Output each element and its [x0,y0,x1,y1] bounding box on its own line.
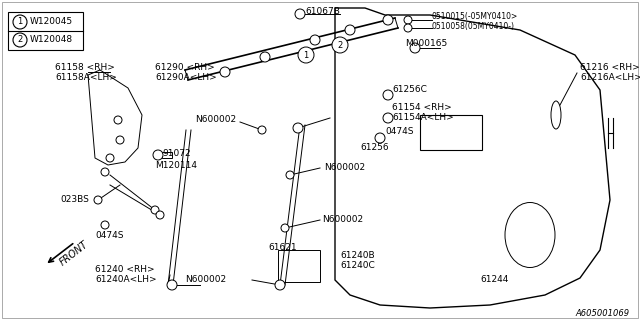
Circle shape [153,150,163,160]
Text: 2: 2 [17,36,22,44]
Circle shape [286,171,294,179]
Text: 61158A<LH>: 61158A<LH> [55,73,117,82]
Circle shape [298,47,314,63]
Circle shape [101,221,109,229]
Text: 91072: 91072 [162,149,191,158]
Text: M000165: M000165 [405,39,447,49]
Circle shape [101,168,109,176]
Text: 023BS: 023BS [60,196,89,204]
Text: 61158 <RH>: 61158 <RH> [55,63,115,73]
Text: 0474S: 0474S [385,127,413,137]
Text: 61256C: 61256C [392,85,427,94]
Circle shape [106,154,114,162]
Text: 61067B: 61067B [305,6,340,15]
Text: M120114: M120114 [155,161,197,170]
Text: N600002: N600002 [185,276,226,284]
Text: W120045: W120045 [30,18,73,27]
Bar [420,115,482,150]
Circle shape [260,52,270,62]
Circle shape [345,25,355,35]
Bar [8,12,83,50]
Text: N600002: N600002 [322,215,363,225]
Text: 0510015(-05MY0410>: 0510015(-05MY0410> [432,12,518,21]
Text: W120048: W120048 [30,36,73,44]
Text: 61216 <RH>: 61216 <RH> [580,63,640,73]
Text: 61621: 61621 [268,244,296,252]
Circle shape [156,211,164,219]
Circle shape [404,16,412,24]
Text: 61244: 61244 [480,276,508,284]
Circle shape [116,136,124,144]
Text: N600002: N600002 [324,164,365,172]
Text: 61240B: 61240B [340,251,374,260]
Text: FRONT: FRONT [58,239,90,267]
Circle shape [167,280,177,290]
Bar [162,152,172,158]
Circle shape [94,196,102,204]
Circle shape [293,123,303,133]
Circle shape [258,126,266,134]
Text: 0510058(05MY0410-): 0510058(05MY0410-) [432,21,515,30]
Text: 61154A<LH>: 61154A<LH> [392,114,454,123]
Text: 61290 <RH>: 61290 <RH> [155,63,215,73]
Text: 61290A<LH>: 61290A<LH> [155,73,217,82]
Circle shape [383,15,393,25]
Text: 61240A<LH>: 61240A<LH> [95,276,157,284]
Text: 1: 1 [303,51,308,60]
Circle shape [295,9,305,19]
Text: 0474S: 0474S [95,230,124,239]
Text: A605001069: A605001069 [576,308,630,317]
Text: 61216A<LH>: 61216A<LH> [580,73,640,82]
Text: 61240C: 61240C [340,260,375,269]
Text: 61240 <RH>: 61240 <RH> [95,266,155,275]
Circle shape [151,206,159,214]
Text: 61256: 61256 [360,143,388,153]
Circle shape [383,113,393,123]
Circle shape [275,280,285,290]
Circle shape [332,37,348,53]
Circle shape [383,90,393,100]
Circle shape [310,35,320,45]
Circle shape [13,33,27,47]
Circle shape [404,24,412,32]
Circle shape [375,133,385,143]
Circle shape [281,224,289,232]
Circle shape [114,116,122,124]
Circle shape [410,43,420,53]
Text: 2: 2 [337,41,342,50]
Circle shape [220,67,230,77]
Bar [278,250,320,282]
Text: 61154 <RH>: 61154 <RH> [392,103,452,113]
Text: N600002: N600002 [195,115,236,124]
Text: 1: 1 [17,18,22,27]
Circle shape [13,15,27,29]
